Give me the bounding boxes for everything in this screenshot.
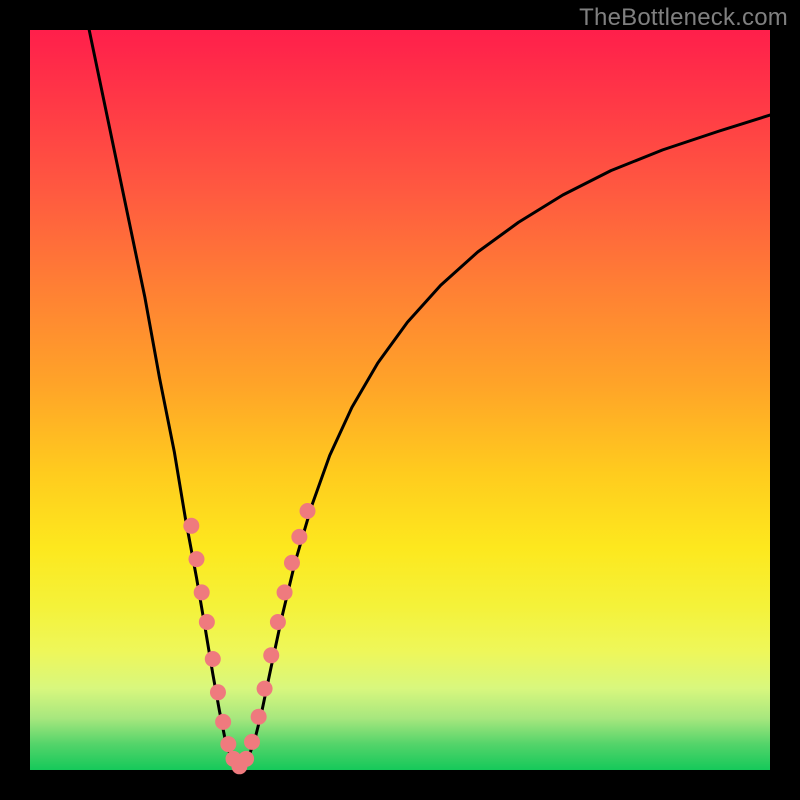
curve-marker [284, 555, 300, 571]
curve-marker [251, 709, 267, 725]
curve-marker [257, 681, 273, 697]
curve-marker [189, 551, 205, 567]
watermark-text: TheBottleneck.com [579, 4, 788, 32]
chart-frame: TheBottleneck.com [0, 0, 800, 800]
curve-marker [194, 584, 210, 600]
curve-marker [291, 529, 307, 545]
curve-marker [215, 714, 231, 730]
curve-marker [244, 734, 260, 750]
curve-marker [183, 518, 199, 534]
curve-marker [270, 614, 286, 630]
curve-marker [238, 751, 254, 767]
curve-marker [277, 584, 293, 600]
curve-marker [220, 736, 236, 752]
curve-marker [263, 647, 279, 663]
curve-marker [199, 614, 215, 630]
chart-svg [0, 0, 800, 800]
curve-marker [210, 684, 226, 700]
curve-marker [300, 503, 316, 519]
curve-marker [205, 651, 221, 667]
plot-background [30, 30, 770, 770]
